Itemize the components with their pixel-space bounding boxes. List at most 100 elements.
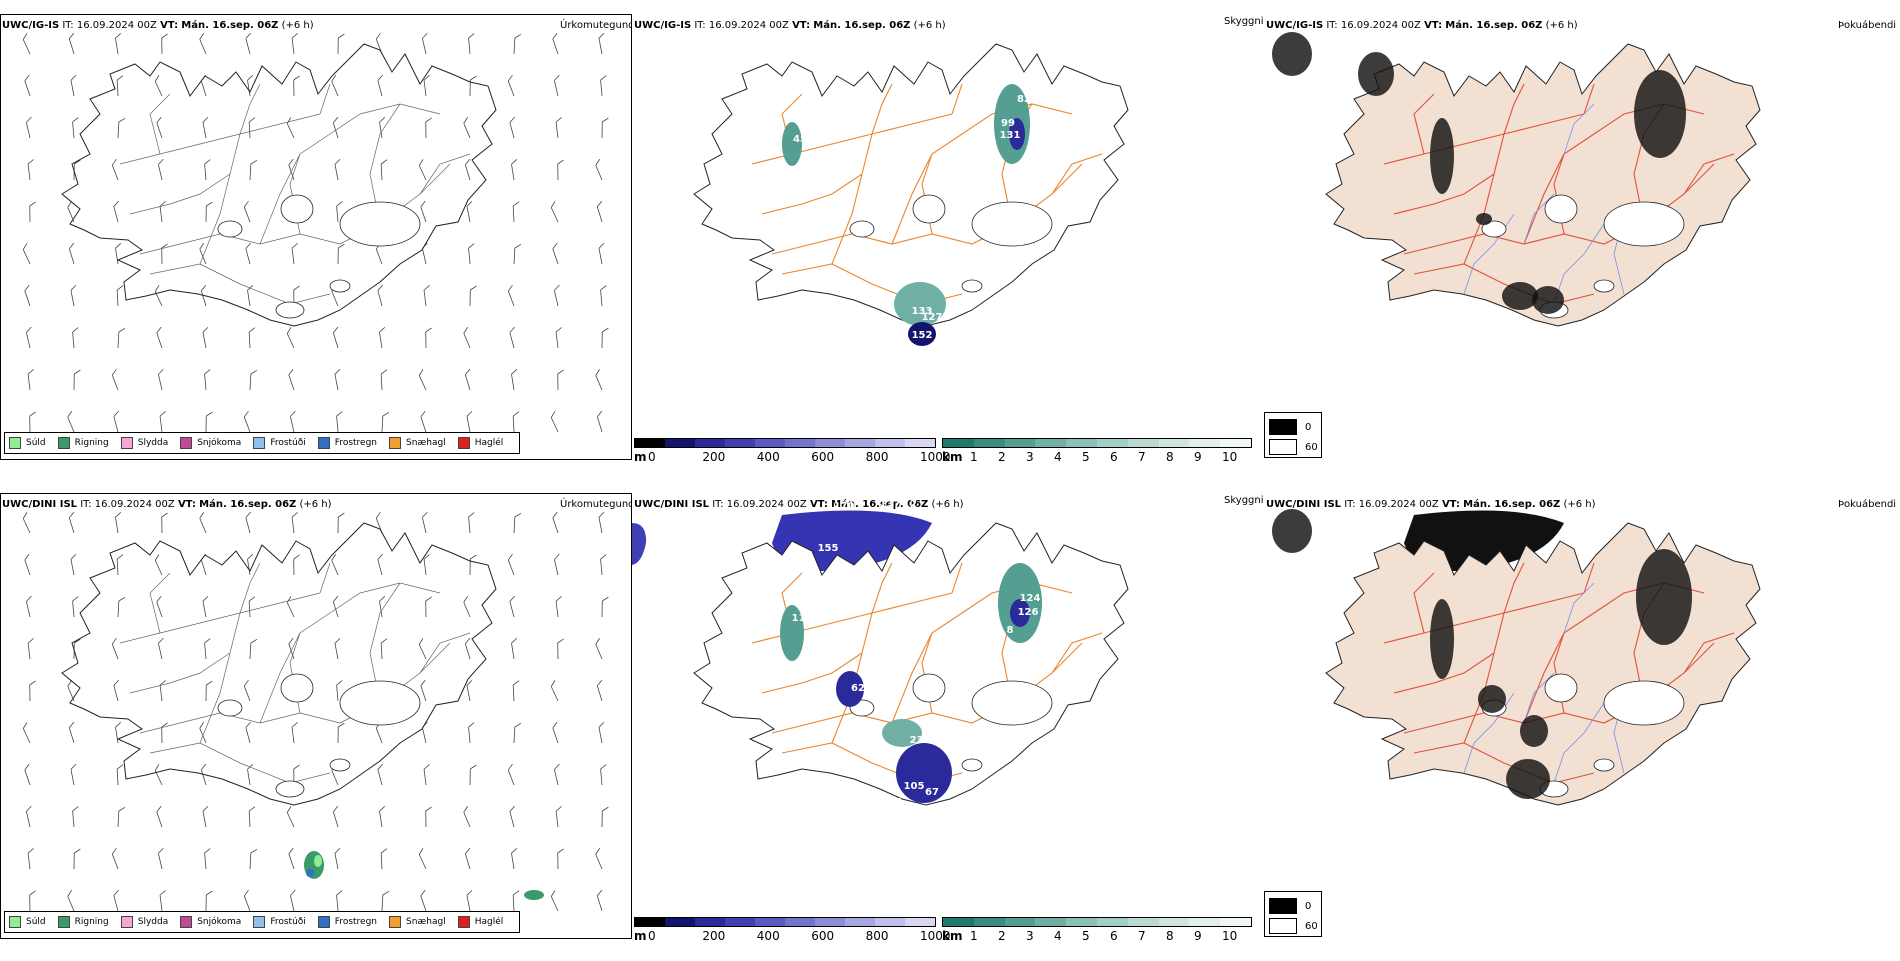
wind-barb <box>470 555 476 575</box>
glacier-outline <box>1545 195 1577 223</box>
legend-swatch <box>458 437 470 449</box>
wind-barb <box>23 554 35 575</box>
wind-barb <box>286 596 300 617</box>
colorbar-bin <box>695 918 725 926</box>
legend-swatch <box>318 437 330 449</box>
fog-index-panel-2: UWC/DINI ISL IT: 16.09.2024 00Z VT: Mán.… <box>1264 493 1896 961</box>
precip-type-panel-2: UWC/DINI ISL IT: 16.09.2024 00Z VT: Mán.… <box>0 493 632 961</box>
wind-barb <box>426 118 432 138</box>
wind-barb <box>513 891 520 911</box>
wind-barb <box>204 639 212 659</box>
wind-barb <box>158 159 168 180</box>
wind-barb <box>334 159 344 180</box>
colorbar-bin <box>905 439 935 447</box>
wind-barb <box>594 848 607 869</box>
wind-barb <box>596 201 608 222</box>
wind-barb <box>30 891 36 911</box>
wind-barb <box>249 118 256 138</box>
wind-barb <box>70 764 80 785</box>
glacier-outline <box>1594 759 1614 771</box>
wind-barb <box>418 369 432 390</box>
wind-barb <box>375 512 388 533</box>
wind-barb <box>28 159 36 180</box>
wind-barb <box>28 638 36 659</box>
fog-legend-swatch-bottom <box>1269 439 1297 455</box>
colorbar-tick: 7 <box>1138 929 1146 943</box>
wind-barb <box>74 639 80 659</box>
legend-label: Snjókoma <box>197 438 241 448</box>
legend-item: Frostúði <box>253 916 305 928</box>
iceland-coastline <box>62 523 496 805</box>
cloud-base-label: 8 <box>1007 625 1014 636</box>
colorbar-bin <box>943 918 974 926</box>
colorbar-tick: 1 <box>970 929 978 943</box>
colorbar-strip <box>942 917 1252 927</box>
wind-barb <box>243 890 256 911</box>
wind-barb <box>550 680 564 701</box>
cloud-base-label: 62 <box>851 683 865 694</box>
wind-barb <box>464 848 476 869</box>
glacier-outline <box>330 759 350 771</box>
glacier-outline <box>276 781 304 797</box>
wind-barb <box>332 806 344 827</box>
legend-item: Súld <box>9 437 46 449</box>
glacier-outline <box>330 280 350 292</box>
wind-barb <box>204 849 212 869</box>
wind-barb <box>381 370 388 390</box>
wind-barb <box>158 638 168 659</box>
wind-barb <box>200 554 212 575</box>
wind-barb <box>424 285 432 306</box>
colorbar-tick: 6 <box>1110 929 1118 943</box>
wind-barb <box>287 369 299 390</box>
wind-barb <box>286 117 300 138</box>
colorbar-bin <box>755 439 785 447</box>
wind-barb <box>28 848 36 869</box>
glacier-outline <box>276 302 304 318</box>
fog-legend: 0 60 <box>1264 412 1322 458</box>
legend-swatch <box>9 437 21 449</box>
fog-legend-top-label: 0 <box>1305 422 1311 433</box>
legend-label: Slydda <box>138 917 168 927</box>
wind-barb <box>247 554 256 575</box>
wind-barb <box>249 597 256 617</box>
legend-swatch <box>58 437 70 449</box>
wind-barb <box>117 286 124 306</box>
glacier-outline <box>1604 202 1684 246</box>
colorbar-bin <box>905 918 935 926</box>
wind-barb <box>118 118 125 138</box>
wind-barb <box>466 890 476 911</box>
wind-barb <box>514 34 521 54</box>
wind-barb <box>419 201 431 222</box>
wind-barb <box>424 764 432 785</box>
wind-barb <box>558 160 564 180</box>
wind-barb <box>418 848 432 869</box>
wind-barb <box>509 327 520 348</box>
wind-barb <box>22 512 36 533</box>
colorbar-tick: 800 <box>866 450 889 464</box>
wind-barb <box>113 680 124 701</box>
legend-label: Slydda <box>138 438 168 448</box>
wind-barb <box>596 680 608 701</box>
wind-barb <box>155 596 167 617</box>
legend-swatch <box>389 916 401 928</box>
wind-barb <box>334 638 344 659</box>
wind-barb <box>424 554 432 575</box>
glacier-outline <box>972 681 1052 725</box>
legend-swatch <box>180 916 192 928</box>
legend-item: Slydda <box>121 437 168 449</box>
wind-barb <box>294 555 300 575</box>
colorbar-tick: 4 <box>1054 929 1062 943</box>
legend-label: Rigning <box>75 917 109 927</box>
wind-barb <box>155 806 167 827</box>
wind-barb <box>250 639 257 659</box>
legend-swatch <box>121 437 133 449</box>
wind-barb <box>466 680 476 701</box>
wind-barb <box>426 597 432 617</box>
wind-barb <box>513 681 520 701</box>
cloud-base-label: 152 <box>912 330 933 341</box>
wind-barb <box>111 848 124 869</box>
legend-swatch <box>458 916 470 928</box>
wind-barb <box>470 286 476 306</box>
wind-barb <box>206 891 212 911</box>
